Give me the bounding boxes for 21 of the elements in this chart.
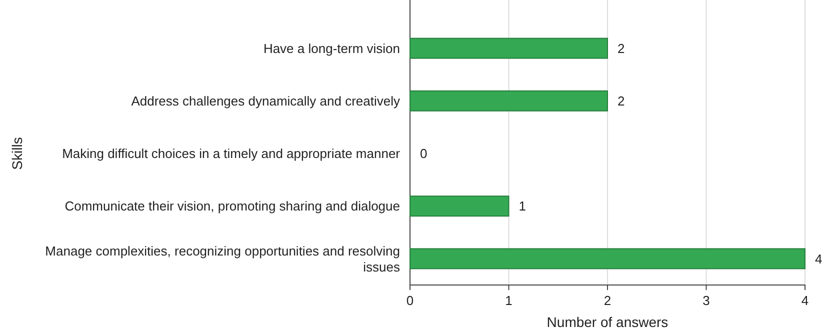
data-label: 0 [420, 146, 428, 162]
x-tick-label: 2 [604, 293, 612, 308]
y-axis-title: Skills [9, 137, 25, 170]
y-tick-label: Manage complexities, recognizing opportunities and resolving issues [45, 243, 400, 274]
data-label: 2 [618, 93, 625, 108]
x-tick-label: 1 [505, 293, 512, 308]
bar [410, 196, 510, 217]
bar [410, 38, 608, 59]
y-tick-label: Address challenges dynamically and creatively [131, 93, 400, 108]
bar [410, 90, 608, 112]
y-tick-label: Have a long-term vision [263, 40, 400, 56]
x-tick-label: 3 [702, 293, 710, 308]
x-tick-label: 4 [801, 293, 809, 308]
data-label: 1 [518, 198, 526, 214]
y-tick-label: Communicate their vision, promoting sharing and dialogue [64, 198, 400, 214]
bar [410, 248, 806, 270]
data-label: 4 [815, 251, 822, 266]
x-axis-title: Number of answers [546, 314, 668, 330]
data-label: 2 [618, 40, 625, 56]
x-tick-label: 0 [406, 293, 414, 308]
y-tick-label: Making difficult choices in a timely and appropriate manner [62, 146, 401, 162]
